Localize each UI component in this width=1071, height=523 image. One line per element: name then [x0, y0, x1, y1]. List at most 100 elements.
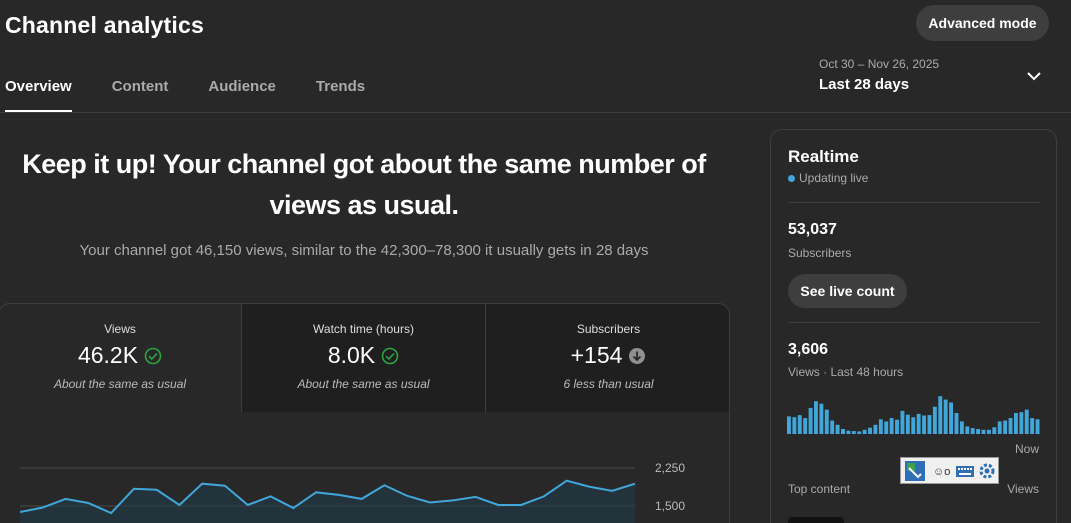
realtime-bar[interactable] [819, 403, 824, 434]
realtime-bar[interactable] [954, 413, 959, 434]
live-dot-icon [788, 174, 795, 182]
realtime-bar[interactable] [841, 428, 845, 434]
realtime-bar[interactable] [889, 418, 894, 434]
realtime-bar[interactable] [851, 431, 856, 434]
realtime-bar[interactable] [927, 415, 932, 434]
subscribers-value: 53,037 [788, 221, 837, 238]
y-tick-label: 1,500 [655, 499, 686, 513]
realtime-bar[interactable] [792, 417, 797, 434]
realtime-bar[interactable] [932, 406, 937, 434]
date-range-selector[interactable]: Oct 30 – Nov 26, 2025 Last 28 days [819, 57, 1049, 101]
tab-audience[interactable]: Audience [208, 78, 276, 95]
metric-value: 8.0K [242, 342, 485, 369]
realtime-status-text: Updating live [799, 171, 869, 185]
realtime-bar[interactable] [949, 402, 954, 435]
realtime-bar[interactable] [857, 431, 862, 434]
summary-headline: Keep it up! Your channel got about the s… [22, 149, 706, 220]
realtime-bar[interactable] [868, 427, 872, 434]
tab-content[interactable]: Content [111, 78, 169, 95]
realtime-bar[interactable] [797, 415, 802, 434]
realtime-bar[interactable] [878, 419, 883, 434]
realtime-bar[interactable] [922, 415, 927, 434]
realtime-bar[interactable] [1013, 413, 1018, 434]
tab-trends[interactable]: Trends [315, 78, 366, 95]
header-divider [0, 112, 1071, 113]
check-circle-icon [144, 347, 162, 364]
realtime-bar[interactable] [1030, 418, 1035, 434]
realtime-title: Realtime [788, 147, 859, 166]
realtime-status: Updating live [788, 171, 868, 185]
metric-value-text: 8.0K [327, 342, 376, 368]
keyboard-icon[interactable] [955, 463, 975, 479]
realtime-bar[interactable] [884, 421, 889, 434]
top-content-thumbnail[interactable] [788, 517, 844, 523]
realtime-bar[interactable] [905, 414, 910, 434]
metric-note: About the same as usual [53, 377, 187, 391]
metric-views[interactable]: Views 46.2K About the same as usual [0, 304, 242, 412]
realtime-bar[interactable] [787, 416, 791, 434]
page-title: Channel analytics [5, 12, 204, 38]
summary-subline: Your channel got 46,150 views, similar t… [79, 242, 649, 259]
realtime-bar[interactable] [1019, 412, 1024, 434]
realtime-bar[interactable] [808, 407, 813, 434]
realtime-bar[interactable] [824, 409, 829, 434]
realtime-bar[interactable] [803, 418, 808, 434]
realtime-bar[interactable] [814, 401, 818, 434]
views-chart [20, 467, 636, 523]
y-tick-label: 2,250 [655, 461, 686, 475]
metric-note: About the same as usual [297, 377, 430, 391]
realtime-views-bar-chart [787, 396, 1040, 435]
ime-mode-icon[interactable]: ☺o [932, 463, 952, 479]
realtime-bar[interactable] [1035, 419, 1040, 434]
advanced-mode-button[interactable]: Advanced mode [916, 5, 1049, 41]
metric-value-text: +154 [570, 342, 623, 368]
realtime-bar[interactable] [938, 396, 943, 434]
realtime-bar[interactable] [965, 426, 970, 434]
metric-value-text: 46.2K [77, 342, 139, 368]
realtime-bar[interactable] [873, 424, 878, 434]
see-live-count-button[interactable]: See live count [788, 274, 907, 308]
realtime-bar[interactable] [976, 428, 981, 434]
ime-logo-icon[interactable] [904, 460, 926, 482]
views-period-label: Views · Last 48 hours [788, 365, 904, 379]
chevron-down-icon [1027, 72, 1041, 81]
divider [788, 202, 1040, 203]
metric-subscribers[interactable]: Subscribers +154 6 less than usual [486, 304, 729, 412]
realtime-bar[interactable] [916, 413, 921, 434]
realtime-bar[interactable] [986, 429, 991, 434]
realtime-bar[interactable] [981, 429, 986, 434]
metric-label: Subscribers [576, 322, 641, 336]
input-method-toolbar[interactable]: ☺o [900, 457, 999, 484]
tab-bar: Overview Content Audience Trends [5, 78, 405, 112]
divider [788, 322, 1040, 323]
realtime-bar[interactable] [830, 420, 835, 434]
realtime-bar[interactable] [895, 419, 899, 434]
realtime-bar[interactable] [970, 428, 975, 434]
realtime-bar[interactable] [959, 421, 964, 434]
metric-value: +154 [486, 342, 729, 369]
metric-label: Watch time (hours) [313, 322, 414, 336]
metric-note: 6 less than usual [563, 377, 654, 391]
realtime-bar[interactable] [911, 417, 916, 434]
realtime-bar[interactable] [846, 430, 851, 434]
views-area [20, 480, 635, 523]
realtime-bar[interactable] [1008, 418, 1013, 434]
realtime-bar[interactable] [900, 410, 905, 434]
realtime-bar[interactable] [943, 399, 948, 434]
realtime-bar[interactable] [1024, 409, 1029, 434]
realtime-bar[interactable] [835, 424, 840, 434]
tab-overview[interactable]: Overview [5, 78, 72, 112]
realtime-bar[interactable] [862, 429, 867, 434]
subscribers-label: Subscribers [788, 246, 852, 260]
metric-watch-time[interactable]: Watch time (hours) 8.0K About the same a… [242, 304, 486, 412]
check-circle-icon [381, 347, 399, 364]
realtime-card: Realtime Updating live 53,037 Subscriber… [770, 129, 1057, 523]
date-range-period: Last 28 days [819, 76, 910, 93]
realtime-bar[interactable] [1003, 420, 1008, 434]
now-label: Now [1014, 442, 1039, 456]
gear-icon[interactable] [978, 462, 996, 480]
realtime-bar[interactable] [997, 421, 1002, 434]
realtime-bar[interactable] [992, 427, 997, 434]
key-metrics-card: Views 46.2K About the same as usual Watc… [0, 303, 730, 523]
